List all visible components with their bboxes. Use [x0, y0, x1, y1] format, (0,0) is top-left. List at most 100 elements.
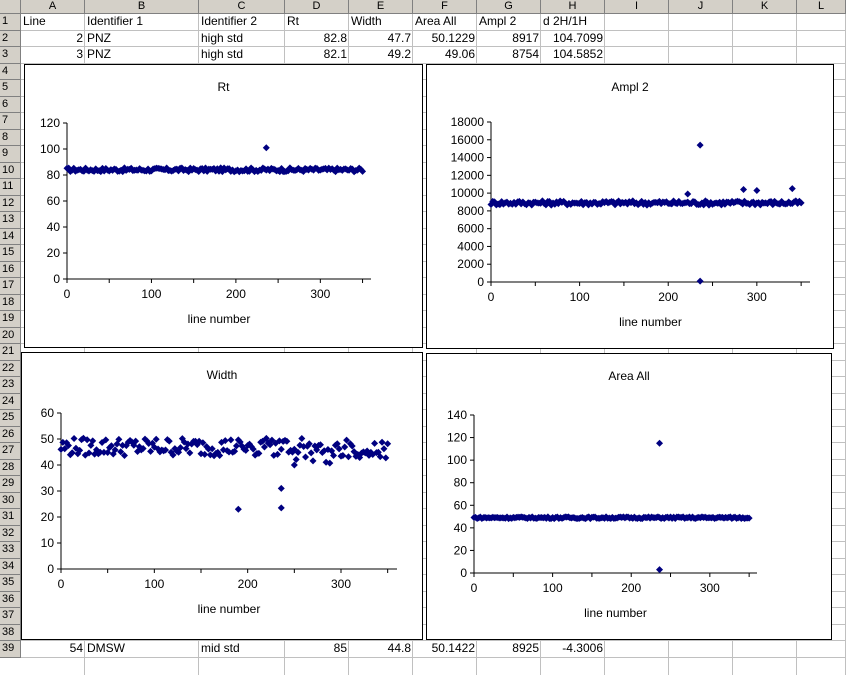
data-point	[755, 199, 763, 207]
table-cell[interactable]: 104.5852	[552, 47, 603, 61]
row-header-6[interactable]: 6	[0, 96, 21, 113]
table-cell[interactable]: 85	[333, 641, 347, 655]
column-header-i[interactable]: I	[605, 0, 669, 14]
table-cell[interactable]: 47.7	[387, 30, 411, 45]
gridline-h	[21, 29, 846, 31]
data-point	[560, 197, 568, 205]
row-header-16[interactable]: 16	[0, 261, 21, 278]
row-header-26[interactable]: 26	[0, 426, 21, 443]
row-header-10[interactable]: 10	[0, 162, 21, 179]
data-point	[294, 448, 302, 456]
header-cell[interactable]: Line	[23, 14, 46, 28]
header-cell[interactable]: Rt	[287, 14, 299, 28]
row-header-1[interactable]: 1	[0, 14, 21, 31]
row-header-27[interactable]: 27	[0, 443, 21, 460]
row-header-22[interactable]: 22	[0, 360, 21, 377]
row-header-18[interactable]: 18	[0, 294, 21, 311]
row-header-35[interactable]: 35	[0, 575, 21, 592]
row-header-3[interactable]: 3	[0, 47, 21, 64]
column-header-a[interactable]: A	[21, 0, 85, 14]
table-cell[interactable]: 104.7099	[552, 30, 603, 45]
header-cell[interactable]: Ampl 2	[479, 14, 517, 28]
row-header-29[interactable]: 29	[0, 476, 21, 493]
table-cell[interactable]: 8925	[512, 641, 539, 655]
row-header-17[interactable]: 17	[0, 278, 21, 295]
row-header-23[interactable]: 23	[0, 377, 21, 394]
table-cell[interactable]: -4.3006	[562, 641, 603, 655]
select-all-corner[interactable]	[0, 0, 21, 14]
data-point	[191, 437, 199, 445]
row-header-8[interactable]: 8	[0, 129, 21, 146]
row-header-39[interactable]: 39	[0, 641, 21, 658]
table-cell[interactable]: 8917	[512, 30, 539, 45]
chart-rt[interactable]: Rt 0 20 40 60 80 100 120 0 100 200 300 line number	[24, 64, 423, 348]
table-cell[interactable]: 50.1229	[431, 30, 475, 45]
row-header-15[interactable]: 15	[0, 245, 21, 262]
table-cell[interactable]: 82.1	[323, 47, 347, 61]
data-point	[255, 449, 263, 457]
data-point	[344, 453, 352, 461]
row-header-36[interactable]: 36	[0, 591, 21, 608]
table-cell[interactable]: 82.8	[323, 30, 347, 45]
row-header-19[interactable]: 19	[0, 311, 21, 328]
column-header-b[interactable]: B	[85, 0, 199, 14]
table-cell[interactable]: 8754	[512, 47, 539, 61]
table-cell[interactable]: high std	[201, 47, 244, 61]
data-point	[300, 442, 308, 450]
chart-width[interactable]: Width 0 10 20 30 40 50 60 0 100 200 300 line number	[21, 352, 423, 640]
table-cell[interactable]: 49.06	[444, 47, 475, 61]
row-header-20[interactable]: 20	[0, 327, 21, 344]
row-header-12[interactable]: 12	[0, 195, 21, 212]
table-cell[interactable]: 50.1422	[431, 641, 475, 655]
row-header-31[interactable]: 31	[0, 509, 21, 526]
row-header-2[interactable]: 2	[0, 30, 21, 47]
row-header-38[interactable]: 38	[0, 624, 21, 641]
header-cell[interactable]: Identifier 2	[201, 14, 258, 28]
table-cell[interactable]: 49.2	[387, 47, 411, 61]
table-cell[interactable]: 3	[76, 47, 83, 61]
row-header-32[interactable]: 32	[0, 525, 21, 542]
data-point	[117, 448, 125, 456]
chart-area-all[interactable]: Area All 0 20 40 60 80 100 120 140 0 100 200 300 line…	[426, 353, 832, 640]
table-cell[interactable]: high std	[201, 30, 244, 45]
table-cell[interactable]: 54	[69, 641, 83, 655]
table-cell[interactable]: 44.8	[387, 641, 411, 655]
column-header-g[interactable]: G	[477, 0, 541, 14]
column-header-l[interactable]: L	[797, 0, 846, 14]
column-header-d[interactable]: D	[285, 0, 349, 14]
row-header-24[interactable]: 24	[0, 393, 21, 410]
header-cell[interactable]: Area All	[415, 14, 457, 28]
table-cell[interactable]: mid std	[201, 641, 240, 655]
column-header-j[interactable]: J	[669, 0, 733, 14]
data-point	[225, 448, 233, 456]
row-header-5[interactable]: 5	[0, 80, 21, 97]
row-header-34[interactable]: 34	[0, 558, 21, 575]
row-header-28[interactable]: 28	[0, 459, 21, 476]
row-header-14[interactable]: 14	[0, 228, 21, 245]
table-cell[interactable]: PNZ	[87, 47, 111, 61]
table-cell[interactable]: PNZ	[87, 30, 111, 45]
row-header-25[interactable]: 25	[0, 410, 21, 427]
row-header-13[interactable]: 13	[0, 212, 21, 229]
row-header-30[interactable]: 30	[0, 492, 21, 509]
row-header-7[interactable]: 7	[0, 113, 21, 130]
column-header-k[interactable]: K	[733, 0, 797, 14]
chart-ampl2[interactable]: Ampl 2 0 2000 4000 6000 8000 10000 12000 14000 16…	[426, 64, 834, 349]
table-cell[interactable]: 2	[76, 30, 83, 45]
row-header-4[interactable]: 4	[0, 63, 21, 80]
data-point	[102, 436, 110, 444]
column-header-e[interactable]: E	[349, 0, 413, 14]
header-cell[interactable]: d 2H/1H	[543, 14, 588, 28]
table-cell[interactable]: DMSW	[87, 641, 125, 655]
row-header-37[interactable]: 37	[0, 608, 21, 625]
column-header-c[interactable]: C	[199, 0, 285, 14]
row-header-21[interactable]: 21	[0, 344, 21, 361]
row-header-9[interactable]: 9	[0, 146, 21, 163]
row-header-33[interactable]: 33	[0, 542, 21, 559]
column-header-f[interactable]: F	[413, 0, 477, 14]
header-cell[interactable]: Width	[351, 14, 382, 28]
column-header-h[interactable]: H	[541, 0, 605, 14]
data-point	[169, 451, 177, 459]
row-header-11[interactable]: 11	[0, 179, 21, 196]
header-cell[interactable]: Identifier 1	[87, 14, 144, 28]
